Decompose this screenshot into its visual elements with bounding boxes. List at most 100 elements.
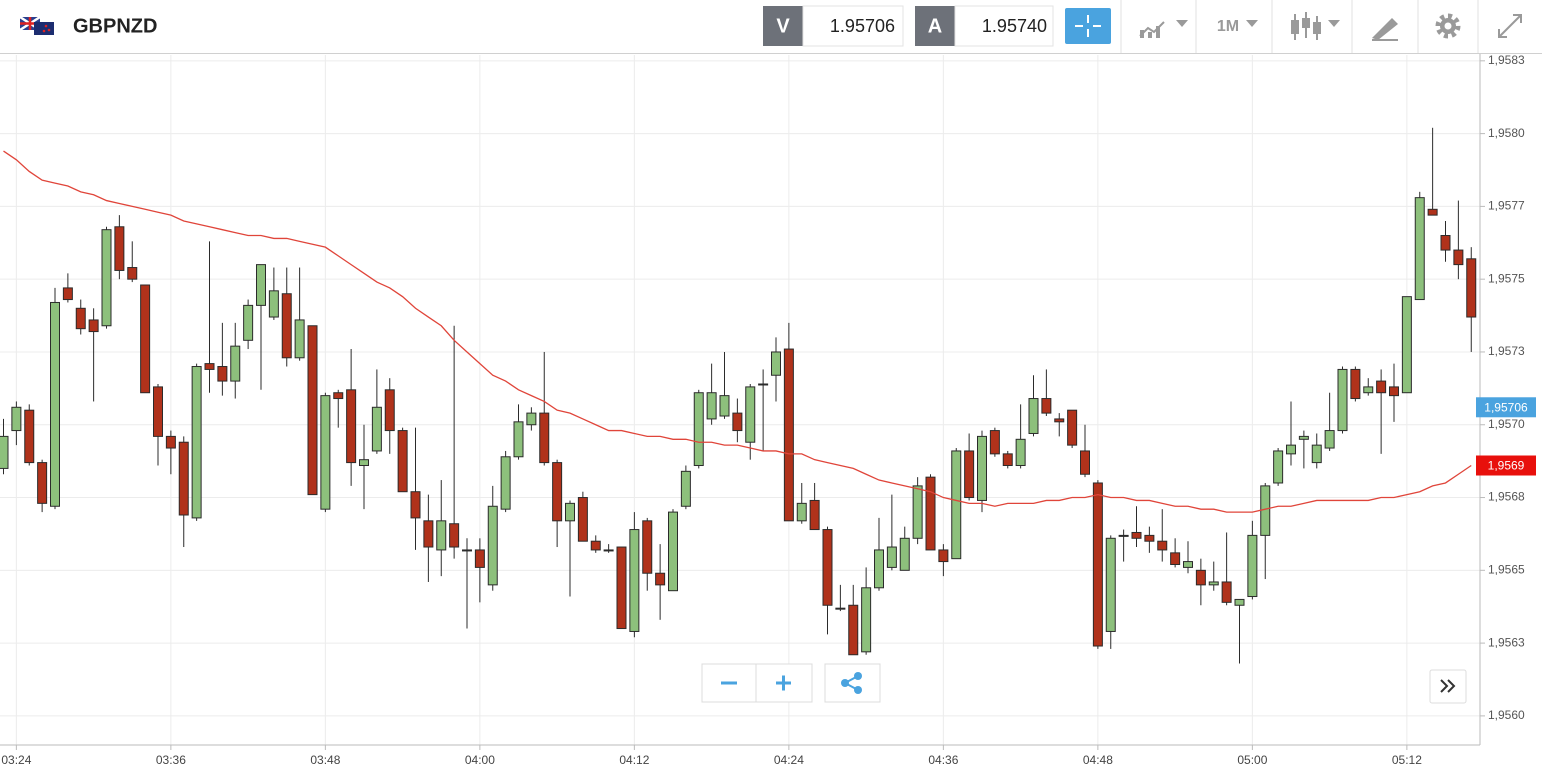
candle-body bbox=[217, 366, 228, 382]
candle-body bbox=[436, 520, 447, 551]
timeframe-button[interactable]: 1M bbox=[1217, 18, 1258, 35]
y-tick-label: 1,9565 bbox=[1488, 562, 1525, 576]
candle-body bbox=[771, 351, 781, 376]
timeframe[interactable]: 1M bbox=[1217, 18, 1239, 35]
candle-body bbox=[1414, 197, 1425, 301]
settings-button[interactable] bbox=[1435, 13, 1461, 39]
bid-label: V bbox=[776, 15, 790, 37]
candle-body bbox=[590, 540, 601, 551]
crosshair-button[interactable] bbox=[1065, 8, 1111, 44]
candle-body bbox=[140, 284, 151, 394]
candle-style-button[interactable] bbox=[1291, 12, 1340, 40]
share-button[interactable] bbox=[824, 663, 881, 703]
candle-body bbox=[629, 529, 640, 632]
candle-body bbox=[256, 264, 266, 306]
candle-body bbox=[1337, 368, 1348, 432]
x-tick-label: 04:48 bbox=[1083, 753, 1113, 767]
candle-body bbox=[1466, 258, 1477, 318]
candle-body bbox=[1105, 537, 1116, 632]
candle-body bbox=[320, 395, 331, 510]
flag-icon bbox=[19, 15, 54, 35]
candle-body bbox=[1376, 380, 1387, 394]
candle-body bbox=[37, 462, 48, 504]
price-tag bbox=[1476, 397, 1536, 418]
candle-body bbox=[848, 604, 859, 656]
candle-body bbox=[796, 502, 807, 522]
candle-body bbox=[1298, 435, 1309, 440]
candle-body bbox=[513, 421, 524, 458]
y-tick-label: 1,9570 bbox=[1488, 417, 1525, 431]
candle-body bbox=[397, 430, 408, 493]
candle-body bbox=[307, 325, 318, 496]
candle-body bbox=[861, 587, 872, 653]
candle-body bbox=[88, 319, 99, 333]
y-tick-label: 1,9580 bbox=[1488, 126, 1525, 140]
candle-body bbox=[114, 226, 125, 271]
candle-body bbox=[359, 459, 369, 467]
candle-body bbox=[899, 537, 910, 571]
y-tick-label: 1,9575 bbox=[1488, 271, 1525, 285]
candle-body bbox=[655, 572, 666, 586]
candle-body bbox=[745, 386, 756, 443]
candle-body bbox=[668, 511, 678, 592]
candle-body bbox=[1273, 450, 1284, 484]
candle-body bbox=[1054, 418, 1065, 423]
candle-body bbox=[539, 412, 550, 464]
candle-body bbox=[333, 392, 344, 400]
candle-body bbox=[938, 549, 949, 563]
candle-body bbox=[1427, 208, 1438, 216]
candle-body bbox=[487, 505, 498, 586]
candle-body bbox=[294, 319, 305, 359]
candle-body bbox=[693, 392, 704, 467]
grid bbox=[0, 55, 1480, 745]
candle-body bbox=[783, 348, 794, 522]
candle-body bbox=[964, 450, 975, 499]
candle-body bbox=[565, 502, 575, 522]
candle-body bbox=[912, 485, 923, 539]
candle-body bbox=[1118, 534, 1129, 537]
draw-button[interactable] bbox=[1372, 18, 1398, 41]
scroll-end-button[interactable] bbox=[1429, 669, 1467, 704]
candle-body bbox=[526, 412, 537, 426]
candle-body bbox=[1363, 386, 1374, 394]
bid-box bbox=[802, 5, 904, 47]
candle-body bbox=[1453, 249, 1464, 266]
toolbar: GBPNZD V 1.95706 A 1.95740 1M bbox=[0, 0, 1542, 54]
zoom-out-button[interactable] bbox=[701, 663, 757, 703]
chart-type-button[interactable] bbox=[1139, 20, 1188, 38]
candle-body bbox=[1144, 534, 1155, 542]
candle-body bbox=[680, 470, 691, 507]
price-tags: 1,95706 1,9569 bbox=[1476, 397, 1536, 476]
candle-body bbox=[281, 293, 292, 359]
x-tick-label: 05:00 bbox=[1237, 753, 1267, 767]
candle-body bbox=[822, 529, 833, 606]
candle-body bbox=[1286, 444, 1296, 455]
candle-body bbox=[268, 290, 279, 318]
candle-body bbox=[1350, 368, 1361, 400]
x-tick-label: 03:36 bbox=[156, 753, 186, 767]
candle-body bbox=[1221, 581, 1232, 603]
ask-badge bbox=[915, 6, 955, 46]
fullscreen-button[interactable] bbox=[1498, 14, 1522, 38]
candle-body bbox=[50, 301, 60, 507]
symbol: GBPNZD bbox=[73, 15, 157, 37]
candle-body bbox=[0, 435, 9, 469]
candle-body bbox=[474, 549, 485, 568]
candle-body bbox=[1080, 450, 1090, 475]
candle-body bbox=[243, 304, 254, 341]
price-tag bbox=[1476, 455, 1536, 476]
x-tick-label: 04:00 bbox=[465, 753, 495, 767]
zoom-in-button[interactable] bbox=[755, 663, 813, 703]
candle-body bbox=[127, 267, 138, 280]
candle-body bbox=[24, 409, 35, 464]
candle-body bbox=[204, 363, 215, 370]
candle-body bbox=[1234, 598, 1245, 606]
candle-body bbox=[346, 389, 357, 464]
axes: 1,9583 1,9580 1,9577 1,9575 1,9573 1,9570 1,95… bbox=[0, 53, 1525, 767]
candle-body bbox=[1401, 296, 1412, 394]
price-tag-label: 1,95706 bbox=[1484, 400, 1528, 414]
candle-body bbox=[977, 435, 987, 501]
candle-body bbox=[62, 287, 73, 301]
candle-body bbox=[191, 366, 202, 519]
x-tick-label: 04:36 bbox=[928, 753, 958, 767]
